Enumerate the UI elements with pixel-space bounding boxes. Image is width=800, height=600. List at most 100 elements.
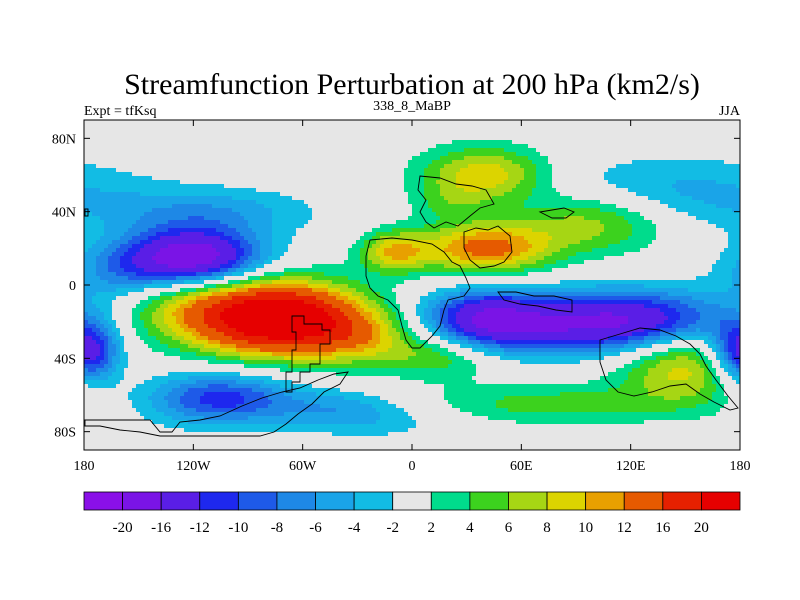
- field-cell: [688, 220, 693, 225]
- field-cell: [124, 148, 129, 153]
- field-cell: [200, 148, 205, 153]
- field-cell: [320, 172, 325, 177]
- field-cell: [192, 240, 197, 245]
- field-cell: [336, 144, 341, 149]
- field-cell: [244, 196, 249, 201]
- field-cell: [288, 144, 293, 149]
- field-cell: [244, 140, 249, 145]
- field-cell: [732, 196, 737, 201]
- field-cell: [380, 148, 385, 153]
- field-cell: [364, 228, 369, 233]
- field-cell: [148, 156, 153, 161]
- field-cell: [600, 148, 605, 153]
- field-cell: [444, 140, 449, 145]
- field-cell: [172, 224, 177, 229]
- field-cell: [196, 160, 201, 165]
- field-cell: [356, 132, 361, 137]
- field-cell: [408, 148, 413, 153]
- field-cell: [592, 152, 597, 157]
- field-cell: [312, 148, 317, 153]
- field-cell: [372, 228, 377, 233]
- field-cell: [528, 132, 533, 137]
- field-cell: [196, 156, 201, 161]
- field-cell: [464, 132, 469, 137]
- field-cell: [620, 156, 625, 161]
- field-cell: [196, 216, 201, 221]
- field-cell: [684, 136, 689, 141]
- field-cell: [124, 176, 129, 181]
- field-cell: [268, 216, 273, 221]
- field-cell: [652, 140, 657, 145]
- field-cell: [408, 176, 413, 181]
- field-cell: [304, 120, 309, 125]
- field-cell: [668, 232, 673, 237]
- field-cell: [736, 148, 740, 153]
- field-cell: [204, 236, 209, 241]
- field-cell: [728, 164, 733, 169]
- field-cell: [264, 140, 269, 145]
- field-cell: [376, 180, 381, 185]
- field-cell: [152, 240, 157, 245]
- field-cell: [296, 188, 301, 193]
- field-cell: [428, 236, 433, 241]
- field-cell: [192, 188, 197, 193]
- field-cell: [492, 196, 497, 201]
- field-cell: [440, 120, 445, 125]
- field-cell: [256, 232, 261, 237]
- field-cell: [288, 224, 293, 229]
- field-cell: [232, 180, 237, 185]
- field-cell: [720, 168, 725, 173]
- field-cell: [284, 196, 289, 201]
- field-cell: [660, 140, 665, 145]
- field-cell: [484, 196, 489, 201]
- field-cell: [88, 120, 93, 125]
- field-cell: [596, 168, 601, 173]
- field-cell: [572, 168, 577, 173]
- field-cell: [324, 188, 329, 193]
- field-cell: [672, 152, 677, 157]
- field-cell: [352, 208, 357, 213]
- field-cell: [292, 232, 297, 237]
- field-cell: [228, 192, 233, 197]
- field-cell: [656, 172, 661, 177]
- field-cell: [160, 196, 165, 201]
- field-cell: [456, 212, 461, 217]
- field-cell: [196, 232, 201, 237]
- field-cell: [452, 216, 457, 221]
- field-cell: [676, 200, 681, 205]
- field-cell: [672, 144, 677, 149]
- field-cell: [236, 236, 241, 241]
- field-cell: [624, 176, 629, 181]
- field-cell: [172, 128, 177, 133]
- field-cell: [328, 144, 333, 149]
- field-cell: [176, 224, 181, 229]
- field-cell: [108, 220, 113, 225]
- field-cell: [732, 224, 737, 229]
- field-cell: [708, 220, 713, 225]
- field-cell: [532, 152, 537, 157]
- field-cell: [400, 128, 405, 133]
- field-cell: [200, 228, 205, 233]
- field-cell: [512, 172, 517, 177]
- field-cell: [168, 140, 173, 145]
- field-cell: [252, 120, 257, 125]
- field-cell: [508, 188, 513, 193]
- field-cell: [700, 136, 705, 141]
- field-cell: [700, 196, 705, 201]
- field-cell: [348, 136, 353, 141]
- field-cell: [360, 196, 365, 201]
- field-cell: [320, 180, 325, 185]
- field-cell: [460, 136, 465, 141]
- field-cell: [568, 120, 573, 125]
- field-cell: [192, 204, 197, 209]
- field-cell: [600, 220, 605, 225]
- field-cell: [720, 180, 725, 185]
- field-cell: [196, 192, 201, 197]
- field-cell: [312, 188, 317, 193]
- field-cell: [676, 164, 681, 169]
- field-cell: [500, 224, 505, 229]
- field-cell: [664, 152, 669, 157]
- field-cell: [384, 204, 389, 209]
- field-cell: [476, 180, 481, 185]
- field-cell: [704, 220, 709, 225]
